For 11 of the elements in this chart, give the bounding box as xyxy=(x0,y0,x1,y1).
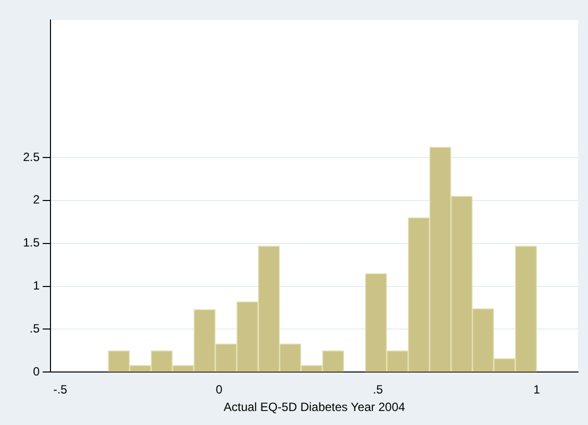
y-tick-label: 2 xyxy=(32,192,40,207)
y-tick-label: 1.5 xyxy=(22,236,40,250)
y-tick-label: .5 xyxy=(30,322,40,336)
x-tick-label: 1 xyxy=(533,382,540,397)
x-axis-title: Actual EQ-5D Diabetes Year 2004 xyxy=(224,400,406,414)
y-tick-label: 2.5 xyxy=(22,150,40,164)
y-tick-label: 1 xyxy=(32,278,40,293)
x-tick-label: 0 xyxy=(216,382,223,397)
x-tick-label: -.5 xyxy=(53,382,68,397)
y-tick-label: 0 xyxy=(32,364,40,379)
x-tick-label: .5 xyxy=(372,382,384,397)
